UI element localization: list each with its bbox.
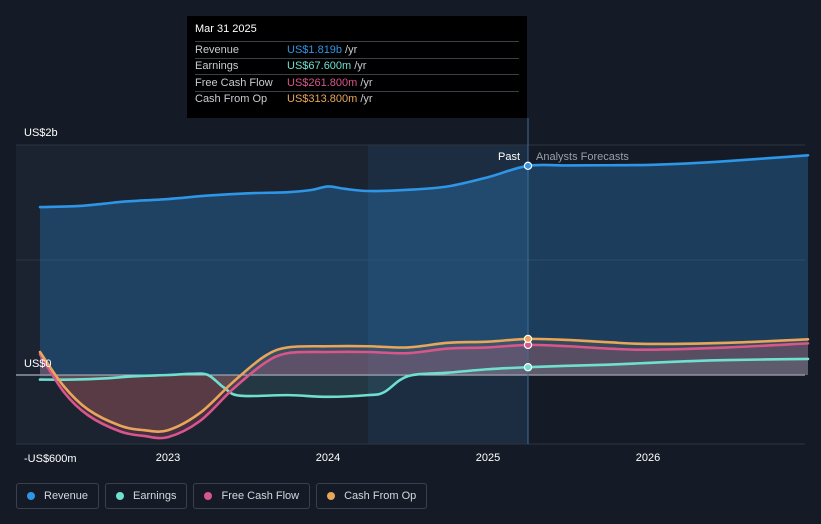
tooltip-label: Revenue <box>195 43 240 56</box>
analysts-forecasts-label: Analysts Forecasts <box>536 151 629 163</box>
series-fills <box>40 155 808 439</box>
legend-label: Free Cash Flow <box>221 490 300 502</box>
series-lines <box>38 154 810 440</box>
tooltip-label: Cash From Op <box>195 93 268 106</box>
y-tick-label: -US$600m <box>24 453 77 465</box>
tooltip-unit: /yr <box>360 76 373 89</box>
legend-item-free-cash-flow[interactable]: Free Cash Flow <box>193 483 311 509</box>
earnings-area <box>40 358 808 397</box>
highlight-band <box>368 145 528 444</box>
legend-label: Cash From Op <box>344 490 417 502</box>
revenue-line <box>38 154 810 209</box>
x-tick-label: 2025 <box>476 452 500 464</box>
x-tick-label: 2026 <box>636 452 660 464</box>
y-tick-label: US$0 <box>24 358 52 370</box>
earnings-dot-icon <box>116 492 125 500</box>
free-cash-flow-line <box>38 342 810 440</box>
tooltip-date: Mar 31 2025 <box>195 23 257 35</box>
tooltip-row-cash-from-op: Cash From Op US$313.800m /yr <box>195 90 519 108</box>
tooltip-row-revenue: Revenue US$1.819b /yr <box>195 41 519 58</box>
tooltip-unit: /yr <box>354 60 367 73</box>
free-cash-flow-dot-icon <box>204 492 213 500</box>
legend-label: Earnings <box>133 490 177 502</box>
earnings-line <box>38 357 810 399</box>
tooltip-unit: /yr <box>360 93 373 106</box>
tooltip-row-earnings: Earnings US$67.600m /yr <box>195 57 519 75</box>
y-axis-labels: US$2b US$0 -US$600m <box>24 127 77 465</box>
legend: Revenue Earnings Free Cash Flow Cash Fro… <box>16 483 428 509</box>
tooltip-label: Free Cash Flow <box>195 76 273 89</box>
tooltip-value: US$67.600m <box>287 60 352 73</box>
revenue-area <box>40 155 808 375</box>
tooltip-label: Earnings <box>195 60 239 73</box>
legend-label: Revenue <box>44 490 89 502</box>
series-dots <box>523 161 533 372</box>
legend-item-revenue[interactable]: Revenue <box>16 483 100 509</box>
tooltip: Mar 31 2025 Revenue US$1.819b /yr Earnin… <box>187 16 527 118</box>
revenue-dot-icon <box>27 492 35 500</box>
free-cash-flow-area <box>40 343 808 439</box>
cash-from-op-line <box>38 337 810 433</box>
cash-from-op-dot-icon <box>327 492 336 500</box>
x-tick-label: 2023 <box>156 452 180 464</box>
revenue-point <box>523 161 533 171</box>
x-tick-label: 2024 <box>316 452 340 464</box>
x-axis-labels: 2023 2024 2025 2026 <box>156 452 660 464</box>
legend-item-earnings[interactable]: Earnings <box>105 483 188 509</box>
cash-from-op-point <box>523 334 533 344</box>
y-tick-label: US$2b <box>24 127 58 139</box>
tooltip-value: US$313.800m <box>287 93 358 106</box>
past-label: Past <box>498 151 520 163</box>
legend-item-cash-from-op[interactable]: Cash From Op <box>316 483 428 509</box>
tooltip-unit: /yr <box>345 43 358 56</box>
tooltip-value: US$1.819b <box>287 43 343 56</box>
cash-from-op-area <box>40 338 808 432</box>
earnings-point <box>523 363 533 372</box>
tooltip-row-free-cash-flow: Free Cash Flow US$261.800m /yr <box>195 74 519 91</box>
tooltip-value: US$261.800m <box>287 76 358 89</box>
